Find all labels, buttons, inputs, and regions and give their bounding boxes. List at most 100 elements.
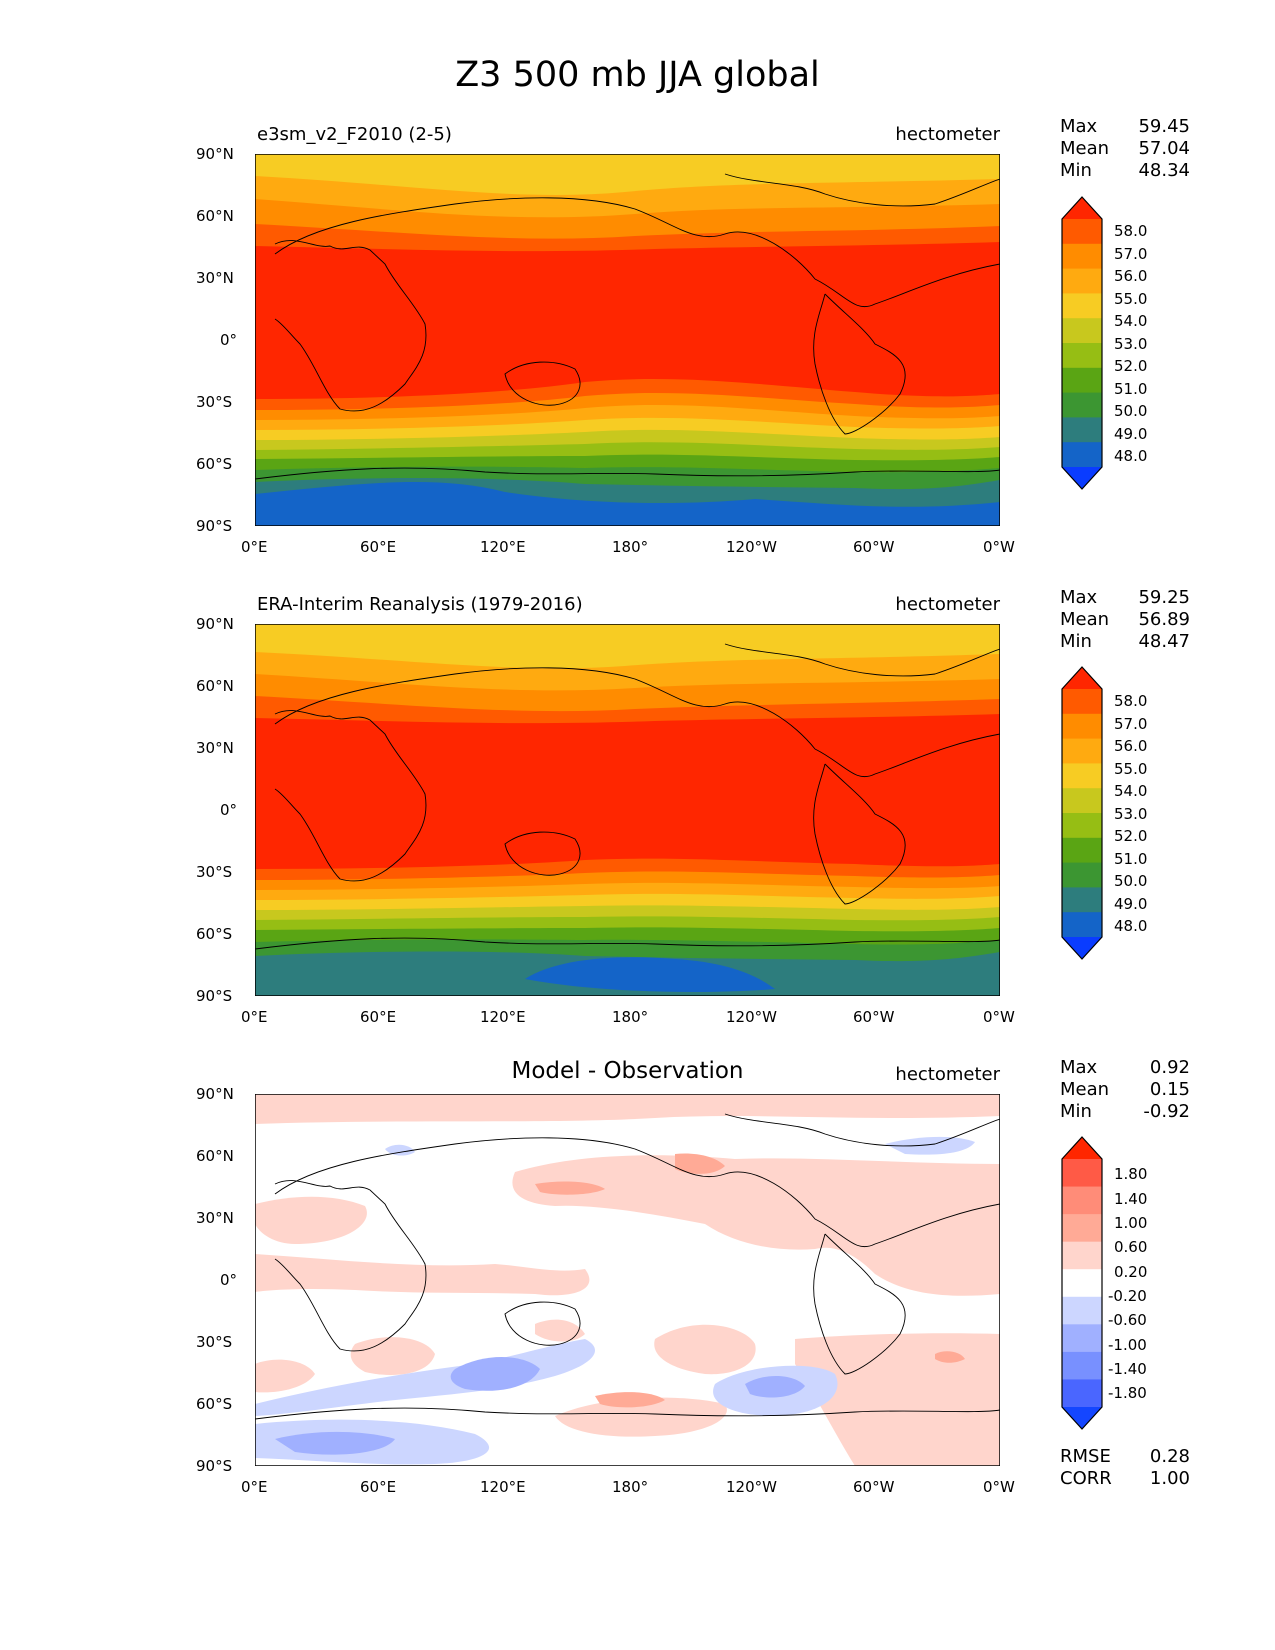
y-tick: 60°S <box>196 455 233 473</box>
colorbar-tick: 1.00 <box>1114 1214 1148 1232</box>
x-tick: 60°E <box>360 1478 397 1496</box>
colorbar-swatch <box>1062 837 1102 864</box>
colorbar-tick: 55.0 <box>1114 760 1148 778</box>
colorbar-tick: 49.0 <box>1114 895 1148 913</box>
x-tick: 0°W <box>983 1008 1015 1026</box>
stat-label: Mean <box>1060 609 1110 630</box>
y-tick: 90°S <box>196 1457 233 1475</box>
colorbar-tick: 49.0 <box>1114 425 1148 443</box>
colorbar-tick: 48.0 <box>1114 917 1148 935</box>
colorbar-tick: 53.0 <box>1114 335 1148 353</box>
panel-3-title: Model - Observation <box>511 1058 744 1084</box>
colorbar-swatch <box>1062 1137 1102 1159</box>
colorbar-swatch <box>1062 667 1102 689</box>
y-tick: 60°N <box>196 677 234 695</box>
colorbar-swatch <box>1062 1159 1102 1188</box>
map-field-model <box>255 154 1000 526</box>
colorbar-swatch <box>1062 392 1102 418</box>
colorbar-1 <box>1061 196 1103 490</box>
panel-1-left-label: e3sm_v2_F2010 (2-5) <box>257 124 452 145</box>
map-panel-1 <box>255 154 1000 526</box>
colorbar-swatch <box>1062 293 1102 319</box>
stat-label: Max <box>1060 1057 1098 1078</box>
x-tick: 0°W <box>983 1478 1015 1496</box>
stat-label: Min <box>1060 1101 1092 1122</box>
colorbar-tick: 55.0 <box>1114 290 1148 308</box>
stat-value: 57.04 <box>1138 138 1190 159</box>
colorbar-tick: 48.0 <box>1114 447 1148 465</box>
colorbar-tick: 57.0 <box>1114 715 1148 733</box>
panel-1-stats: Max 59.45 Mean 57.04 Min 48.34 <box>1060 116 1190 182</box>
stat-value: 56.89 <box>1138 609 1190 630</box>
x-tick: 180° <box>612 538 649 556</box>
colorbar-swatch <box>1062 417 1102 443</box>
colorbar-swatch <box>1062 1269 1102 1298</box>
colorbar-swatch <box>1062 367 1102 394</box>
y-tick: 60°S <box>196 1395 233 1413</box>
colorbar-swatch <box>1062 1324 1102 1353</box>
stat-label: Max <box>1060 587 1098 608</box>
stat-label: Mean <box>1060 138 1110 159</box>
colorbar-swatch <box>1062 937 1102 959</box>
colorbar-swatch <box>1062 713 1102 740</box>
stat-label: Mean <box>1060 1079 1110 1100</box>
x-tick: 0°E <box>241 538 268 556</box>
colorbar-tick: 56.0 <box>1114 737 1148 755</box>
x-tick: 180° <box>612 1478 649 1496</box>
colorbar-swatch <box>1062 1241 1102 1270</box>
y-tick: 0° <box>220 331 238 349</box>
colorbar-tick: 1.40 <box>1114 1190 1148 1208</box>
stat-value: 0.28 <box>1149 1446 1190 1467</box>
colorbar-swatch <box>1062 1186 1102 1215</box>
x-tick: 60°E <box>360 538 397 556</box>
colorbar-tick: 1.80 <box>1114 1165 1148 1183</box>
colorbar-swatch <box>1062 689 1102 715</box>
stat-value: 48.47 <box>1138 631 1190 652</box>
x-tick: 120°W <box>726 1478 777 1496</box>
colorbar-tick: 0.60 <box>1114 1238 1148 1256</box>
panel-2-units: hectometer <box>895 594 1000 615</box>
y-tick: 30°S <box>196 863 233 881</box>
colorbar-tick: -0.20 <box>1108 1287 1147 1305</box>
panel-3-extra-stats: RMSE 0.28 CORR 1.00 <box>1060 1446 1190 1490</box>
panel-3-stats: Max 0.92 Mean 0.15 Min -0.92 <box>1060 1057 1190 1123</box>
x-tick: 60°W <box>853 538 895 556</box>
colorbar-tick: 54.0 <box>1114 782 1148 800</box>
colorbar-outline <box>1061 196 1103 490</box>
colorbar-swatch <box>1062 243 1102 270</box>
colorbar-3 <box>1061 1136 1103 1430</box>
stat-label: Max <box>1060 116 1098 137</box>
x-tick: 120°W <box>726 1008 777 1026</box>
colorbar-tick: -1.40 <box>1108 1360 1147 1378</box>
x-tick: 60°W <box>853 1478 895 1496</box>
colorbar-tick: 0.20 <box>1114 1263 1148 1281</box>
y-tick: 90°N <box>196 145 234 163</box>
stat-value: 59.45 <box>1138 116 1190 137</box>
stat-label: Min <box>1060 160 1092 181</box>
map-panel-2 <box>255 624 1000 996</box>
y-tick: 30°S <box>196 1333 233 1351</box>
stat-value: 59.25 <box>1138 587 1190 608</box>
colorbar-swatch <box>1062 1351 1102 1380</box>
y-tick: 30°N <box>196 269 234 287</box>
colorbar-swatch <box>1062 1407 1102 1429</box>
map-field-observation <box>255 624 1000 996</box>
y-tick: 90°N <box>196 1085 234 1103</box>
colorbar-tick: -1.00 <box>1108 1336 1147 1354</box>
map-panel-3 <box>255 1094 1000 1466</box>
colorbar-tick: 58.0 <box>1114 222 1148 240</box>
panel-2-left-label: ERA-Interim Reanalysis (1979-2016) <box>257 594 583 615</box>
colorbar-tick: -1.80 <box>1108 1384 1147 1402</box>
colorbar-outline <box>1061 666 1103 960</box>
y-tick: 0° <box>220 1271 238 1289</box>
colorbar-tick: 57.0 <box>1114 245 1148 263</box>
x-tick: 60°E <box>360 1008 397 1026</box>
figure-title: Z3 500 mb JJA global <box>455 55 820 95</box>
colorbar-tick: 50.0 <box>1114 872 1148 890</box>
map-field-difference <box>255 1094 1000 1466</box>
x-tick: 120°E <box>480 1008 526 1026</box>
y-tick: 60°N <box>196 1147 234 1165</box>
colorbar-tick: 56.0 <box>1114 267 1148 285</box>
colorbar-tick: 52.0 <box>1114 357 1148 375</box>
colorbar-tick: 51.0 <box>1114 380 1148 398</box>
